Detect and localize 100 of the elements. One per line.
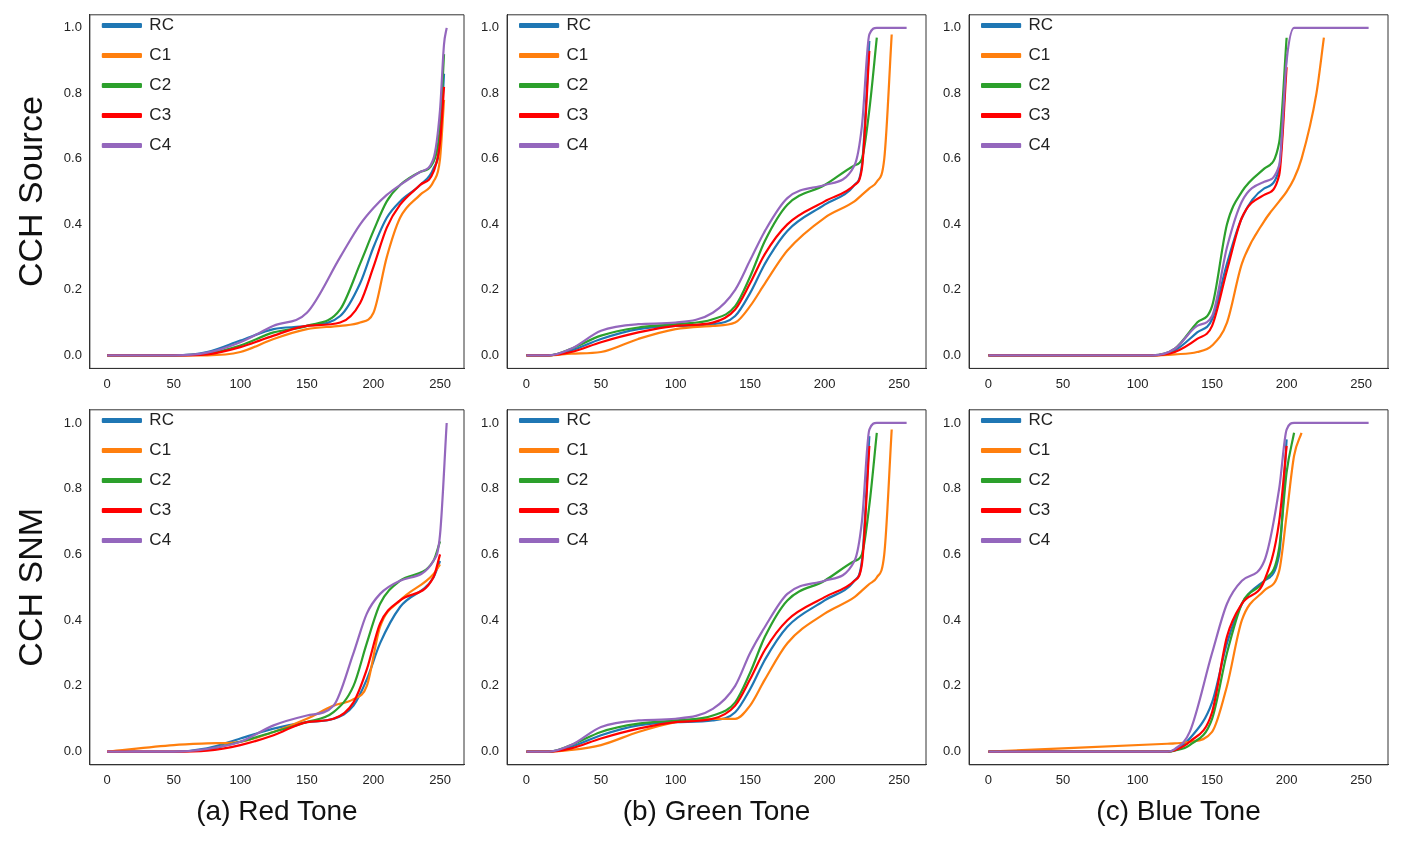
y-tick-label: 0.0 — [480, 346, 500, 362]
y-axis-title: CCH SNM — [10, 507, 49, 667]
x-tick-label: 0 — [103, 375, 111, 391]
legend-label: C1 — [566, 45, 589, 65]
y-tick-label: 0.8 — [942, 84, 962, 100]
legend-label: RC — [1028, 15, 1054, 35]
x-tick-label: 250 — [888, 375, 911, 391]
x-tick-label: 150 — [739, 772, 761, 788]
legend-label: C3 — [566, 105, 589, 125]
legend-label: C2 — [566, 75, 589, 95]
y-tick-label: 1.0 — [480, 19, 500, 35]
legend-label: C3 — [149, 105, 172, 125]
y-tick-label: 1.0 — [63, 414, 82, 430]
x-tick-label: 0 — [984, 772, 993, 788]
y-tick-label: 1.0 — [942, 19, 962, 35]
y-tick-label: 0.4 — [942, 215, 962, 231]
y-tick-label: 0.2 — [480, 677, 500, 693]
y-tick-label: 0.2 — [63, 677, 82, 693]
x-tick-label: 250 — [888, 772, 911, 788]
legend-label: C1 — [566, 440, 589, 460]
y-tick-label: 1.0 — [942, 414, 962, 430]
legend-label: C1 — [1028, 45, 1051, 65]
legend-label: C4 — [566, 530, 589, 550]
legend-label: C2 — [1028, 75, 1051, 95]
y-tick-label: 0.4 — [480, 215, 500, 231]
x-tick-label: 0 — [522, 772, 531, 788]
x-tick-label: 200 — [362, 772, 385, 788]
y-tick-label: 0.4 — [63, 215, 82, 231]
legend-label: C4 — [1028, 135, 1051, 155]
legend-label: RC — [149, 15, 174, 35]
y-tick-label: 0.4 — [63, 611, 82, 627]
x-tick-label: 150 — [739, 375, 761, 391]
x-tick-label: 0 — [984, 375, 993, 391]
legend-label: C4 — [149, 135, 172, 155]
x-tick-label: 150 — [1201, 772, 1223, 788]
y-tick-label: 0.6 — [942, 546, 962, 562]
y-axis-title: CCH Source — [10, 96, 49, 288]
legend-label: C3 — [1028, 500, 1051, 520]
y-tick-label: 0.0 — [942, 743, 962, 759]
x-tick-label: 200 — [1275, 375, 1298, 391]
y-tick-label: 0.2 — [63, 281, 82, 297]
x-axis-title: (a) Red Tone — [196, 794, 358, 826]
legend-label: C2 — [566, 470, 589, 490]
y-tick-label: 0.6 — [63, 150, 82, 166]
y-tick-label: 0.8 — [63, 480, 82, 496]
x-tick-label: 100 — [229, 375, 252, 391]
x-axis-title: (b) Green Tone — [622, 794, 811, 826]
x-tick-label: 50 — [166, 772, 181, 788]
legend-label: C1 — [149, 440, 172, 460]
legend-label: C3 — [1028, 105, 1051, 125]
x-tick-label: 150 — [296, 772, 318, 788]
x-tick-label: 200 — [813, 375, 836, 391]
x-tick-label: 200 — [1275, 772, 1298, 788]
x-tick-label: 250 — [429, 375, 451, 391]
x-tick-label: 150 — [1201, 375, 1223, 391]
x-tick-label: 100 — [229, 772, 252, 788]
legend-label: C4 — [566, 135, 589, 155]
legend-label: C3 — [566, 500, 589, 520]
x-tick-label: 250 — [1350, 772, 1373, 788]
x-tick-label: 250 — [1350, 375, 1373, 391]
y-tick-label: 0.8 — [480, 84, 500, 100]
y-tick-label: 0.6 — [480, 546, 500, 562]
x-axis-title: (c) Blue Tone — [1096, 794, 1261, 826]
legend-label: C2 — [149, 470, 172, 490]
x-tick-label: 50 — [593, 375, 609, 391]
y-tick-label: 0.8 — [63, 84, 82, 100]
y-tick-label: 0.6 — [942, 150, 962, 166]
x-tick-label: 100 — [664, 375, 687, 391]
legend-label: RC — [149, 410, 174, 430]
legend-label: RC — [1028, 410, 1054, 430]
legend-label: RC — [566, 410, 592, 430]
y-tick-label: 0.0 — [63, 346, 82, 362]
y-tick-label: 0.0 — [480, 743, 500, 759]
x-tick-label: 50 — [166, 375, 181, 391]
y-tick-label: 0.2 — [942, 281, 962, 297]
y-tick-label: 0.8 — [480, 480, 500, 496]
x-tick-label: 250 — [429, 772, 451, 788]
y-tick-label: 0.0 — [63, 743, 82, 759]
legend-label: C4 — [149, 530, 172, 550]
legend-label: C1 — [149, 45, 172, 65]
x-tick-label: 200 — [813, 772, 836, 788]
y-tick-label: 0.2 — [480, 281, 500, 297]
legend-label: C2 — [149, 75, 172, 95]
y-tick-label: 0.6 — [480, 150, 500, 166]
legend-label: C3 — [149, 500, 172, 520]
x-tick-label: 100 — [1126, 375, 1149, 391]
legend-label: RC — [566, 15, 592, 35]
y-tick-label: 0.4 — [942, 611, 962, 627]
y-tick-label: 1.0 — [480, 414, 500, 430]
y-tick-label: 0.2 — [942, 677, 962, 693]
x-tick-label: 200 — [362, 375, 385, 391]
x-tick-label: 100 — [1126, 772, 1149, 788]
y-tick-label: 1.0 — [63, 19, 82, 35]
x-tick-label: 50 — [1055, 772, 1071, 788]
y-tick-label: 0.0 — [942, 346, 962, 362]
x-tick-label: 100 — [664, 772, 687, 788]
y-tick-label: 0.6 — [63, 546, 82, 562]
legend-label: C2 — [1028, 470, 1051, 490]
x-tick-label: 50 — [593, 772, 609, 788]
x-tick-label: 0 — [103, 772, 111, 788]
